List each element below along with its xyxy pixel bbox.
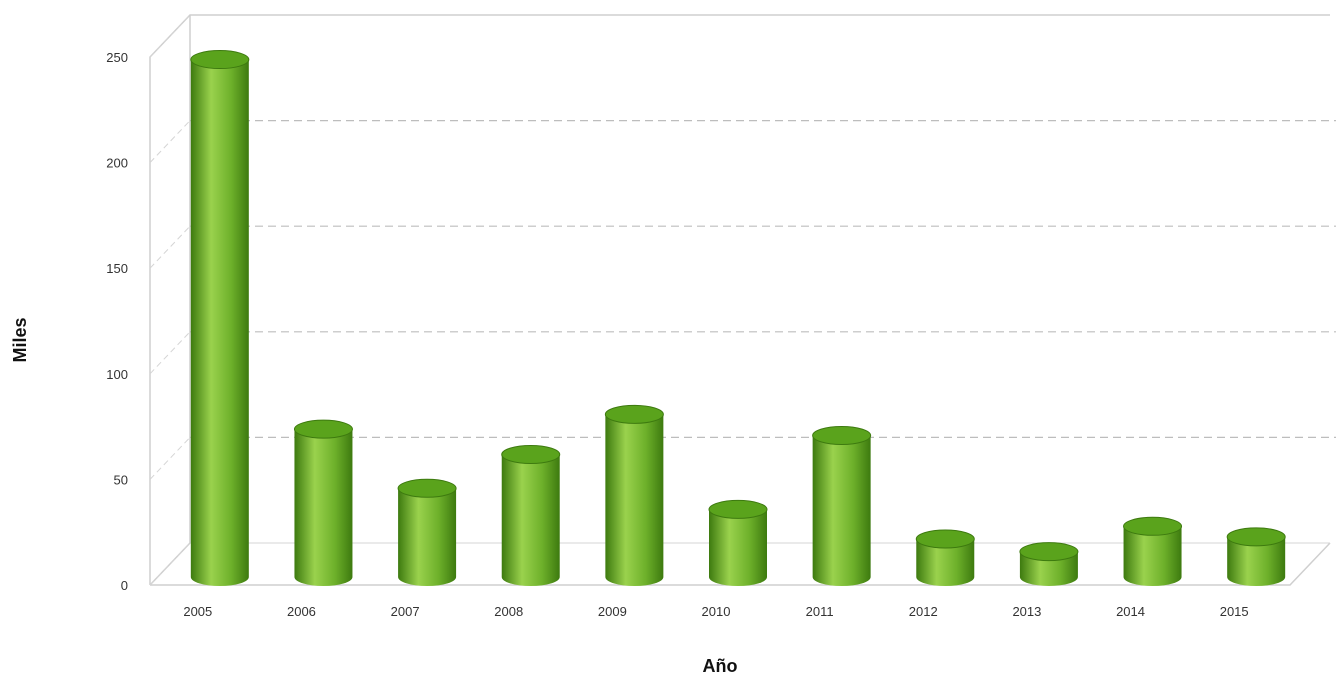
bar <box>190 50 250 587</box>
bar-body <box>709 509 767 586</box>
bar <box>1123 516 1183 586</box>
bar-body <box>605 414 664 586</box>
y-tick-label: 50 <box>114 472 128 487</box>
x-tick-label: 2006 <box>287 604 316 619</box>
bar-body <box>1227 536 1286 586</box>
bar <box>812 425 872 586</box>
y-tick-label: 200 <box>106 156 128 171</box>
bar-body <box>1019 551 1078 586</box>
bar <box>293 419 353 586</box>
x-axis-title: Año <box>703 656 738 676</box>
x-tick-label: 2014 <box>1116 604 1145 619</box>
bar <box>397 478 457 586</box>
bar <box>1226 527 1286 586</box>
x-tick-label: 2013 <box>1012 604 1041 619</box>
bar-top <box>1226 527 1286 547</box>
bar <box>1019 542 1079 586</box>
frame-left-wall <box>149 14 1330 585</box>
bar-top <box>915 529 975 549</box>
bar-top <box>501 445 561 465</box>
bar-top <box>190 50 250 70</box>
x-tick-labels: 2005 2006 2007 2008 2009 2010 2011 2012 2013 2014… <box>183 604 1248 619</box>
bar-top <box>293 419 353 439</box>
grid-side-line <box>149 331 191 375</box>
grid-lines <box>149 14 1336 586</box>
y-tick-label: 0 <box>121 578 128 593</box>
bar-top <box>1123 516 1183 536</box>
bar <box>915 529 975 586</box>
x-tick-label: 2015 <box>1220 604 1249 619</box>
y-tick-labels: 0 50 100 150 200 250 <box>106 50 128 593</box>
bar-top <box>708 499 768 519</box>
grid-side-line <box>149 120 191 163</box>
y-tick-label: 150 <box>106 261 128 276</box>
bar-body <box>398 488 457 586</box>
bar <box>501 445 561 586</box>
bar-top <box>604 404 664 424</box>
bar <box>604 404 664 586</box>
x-tick-label: 2010 <box>702 604 731 619</box>
x-tick-label: 2007 <box>391 604 420 619</box>
bars <box>190 50 1286 587</box>
grid-side-line <box>149 437 191 480</box>
bar-body <box>812 435 871 586</box>
grid-side-line <box>149 225 191 269</box>
x-tick-label: 2008 <box>494 604 523 619</box>
y-tick-label: 100 <box>106 367 128 382</box>
bar-top <box>397 478 457 498</box>
bar-top <box>1019 542 1079 562</box>
y-axis-title: Miles <box>10 317 30 362</box>
frame-floor-left <box>149 542 191 586</box>
x-tick-label: 2005 <box>183 604 212 619</box>
bar-top <box>812 425 872 445</box>
x-tick-label: 2012 <box>909 604 938 619</box>
bar-body <box>1123 526 1182 586</box>
bar-body <box>294 429 353 586</box>
bar-body <box>190 59 249 587</box>
y-tick-label: 250 <box>106 50 128 65</box>
bar-body <box>916 538 975 586</box>
bar <box>708 499 768 586</box>
x-tick-label: 2011 <box>806 604 834 619</box>
bar-body <box>501 454 560 586</box>
x-tick-label: 2009 <box>598 604 627 619</box>
